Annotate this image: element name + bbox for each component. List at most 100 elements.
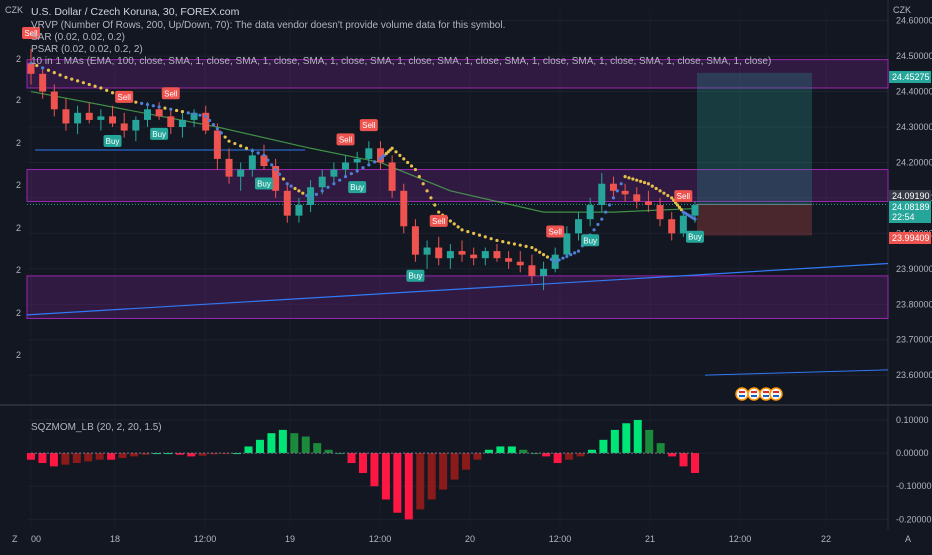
momentum-bar: [233, 453, 242, 455]
sell-signal: Sell: [546, 225, 565, 238]
psar-dot: [274, 167, 278, 172]
candle-body: [318, 176, 326, 188]
candle-body: [307, 187, 315, 205]
flag-stripe: [763, 391, 769, 393]
psar-dot: [163, 106, 167, 110]
psar-dot: [233, 141, 237, 146]
psar-dot: [693, 217, 697, 221]
momentum-tick-label: -0.10000: [896, 481, 932, 491]
candle-body: [225, 158, 233, 177]
signal-box: [150, 127, 169, 140]
signal-label: Buy: [257, 180, 271, 189]
price-tick-label: 24.40000: [896, 87, 932, 97]
signal-box: [254, 177, 273, 190]
psar-dot: [250, 149, 254, 153]
candle-body: [27, 63, 35, 74]
price-tick-label: 24.30000: [896, 122, 932, 132]
buy-signal: Buy: [581, 234, 600, 247]
psar-dot: [489, 237, 493, 241]
psar-dot: [87, 82, 91, 87]
mas-legend[interactable]: 10 in 1 MAs (EMA, 100, close, SMA, 1, cl…: [31, 56, 772, 67]
sar-legend[interactable]: SAR (0.02, 0.02, 0.2): [31, 32, 125, 43]
momentum-bar: [301, 436, 310, 454]
signal-label: Buy: [583, 236, 597, 245]
candle-body: [260, 155, 268, 166]
signal-label: Buy: [152, 130, 166, 139]
momentum-bar: [187, 453, 196, 457]
us-flag-event-icon[interactable]: [769, 387, 783, 401]
psar-dot: [541, 253, 546, 257]
signal-label: Sell: [118, 93, 132, 102]
left-scale-label: 2: [16, 350, 21, 360]
psar-dot: [367, 163, 371, 167]
us-flag-event-icon[interactable]: [747, 387, 761, 401]
momentum-axis[interactable]: 0.10000 0.00000 -0.10000 -0.20000: [896, 415, 932, 524]
price-badge: [889, 201, 931, 213]
psar-dot: [607, 203, 612, 207]
buy-signal: Buy: [406, 269, 425, 282]
symbol-title[interactable]: U.S. Dollar / Czech Koruna, 30, FOREX.co…: [31, 6, 240, 18]
signal-label: Sell: [432, 217, 446, 226]
zone-rect: [26, 59, 889, 89]
price-badge-label: 24.09190: [892, 191, 930, 201]
profit-zone[interactable]: [697, 72, 812, 205]
psar-dot: [631, 177, 635, 181]
psar-dot: [576, 249, 581, 253]
left-scale-label: 2: [16, 308, 21, 318]
trend-lines[interactable]: [26, 149, 889, 376]
psar-dot: [204, 114, 208, 118]
candle-body: [97, 116, 105, 120]
psar-dot: [549, 257, 553, 261]
economic-events[interactable]: [735, 387, 783, 401]
signal-label: Buy: [688, 233, 702, 242]
psar-dot: [557, 258, 561, 262]
sell-signal: Sell: [359, 119, 378, 132]
candle-body: [167, 116, 175, 127]
sqzmom-legend[interactable]: SQZMOM_LB (20, 2, 20, 1.5): [31, 422, 162, 433]
momentum-bar: [690, 453, 700, 473]
price-tick-label: 23.80000: [896, 299, 932, 309]
signal-box: [546, 225, 565, 238]
left-scale-label: 2: [16, 180, 21, 190]
signal-box: [336, 133, 355, 146]
us-flag-event-icon[interactable]: [735, 387, 749, 401]
psar-dot: [99, 86, 103, 90]
psar-dot: [285, 182, 289, 186]
psar-legend[interactable]: PSAR (0.02, 0.02, 0.2, 2): [31, 44, 143, 55]
momentum-bar: [72, 453, 81, 464]
psar-dot: [512, 242, 517, 246]
psar-dot: [105, 88, 109, 92]
trend-line-lower[interactable]: [704, 369, 889, 376]
momentum-bar: [381, 453, 390, 500]
candle-body: [365, 148, 373, 159]
vrvp-legend[interactable]: VRVP (Number Of Rows, 200, Up/Down, 70):…: [31, 20, 506, 31]
price-badge: [889, 190, 931, 202]
time-axis[interactable]: 00 18 12:00 19 12:00 20 12:00 21 12:00 22: [31, 534, 831, 544]
candle-body: [563, 233, 571, 255]
timezone-z-icon[interactable]: Z: [12, 534, 18, 544]
signal-box: [103, 135, 122, 147]
momentum-bar: [427, 453, 436, 500]
psar-dot: [452, 222, 456, 226]
signal-label: Buy: [350, 183, 364, 192]
trend-line-support[interactable]: [26, 262, 889, 316]
currency-right: CZK: [893, 5, 911, 15]
candle-body: [644, 201, 652, 205]
psar-dot: [145, 102, 150, 107]
psar-dot: [448, 219, 452, 223]
psar-dot: [530, 245, 534, 250]
psar-dot: [604, 210, 608, 214]
loss-zone[interactable]: [697, 204, 812, 236]
psar-dot: [545, 255, 550, 259]
auto-scale-a-icon[interactable]: A: [905, 534, 912, 544]
sell-signal: Sell: [336, 133, 355, 146]
candle-body: [155, 109, 163, 117]
psar-dot: [421, 182, 425, 186]
psar-dot: [483, 235, 487, 239]
zone-rect: [26, 275, 889, 319]
time-tick-label: 19: [285, 534, 295, 544]
long-position-tool[interactable]: [27, 72, 888, 236]
candle-body: [691, 205, 699, 216]
